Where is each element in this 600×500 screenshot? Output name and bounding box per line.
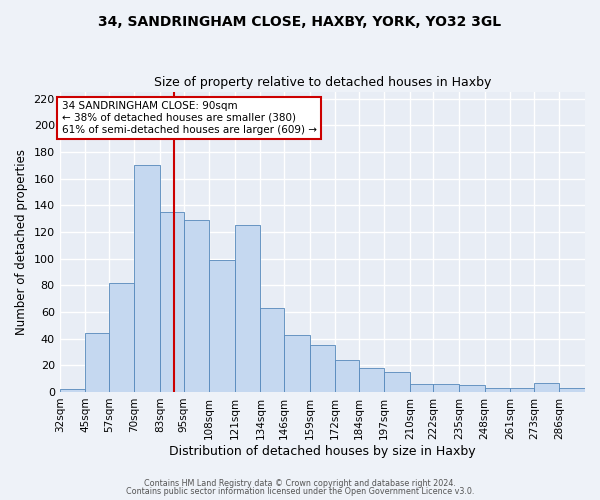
Text: Contains HM Land Registry data © Crown copyright and database right 2024.: Contains HM Land Registry data © Crown c…	[144, 478, 456, 488]
Text: Contains public sector information licensed under the Open Government Licence v3: Contains public sector information licen…	[126, 487, 474, 496]
Bar	[235, 226, 260, 392]
Bar	[410, 384, 433, 392]
Bar	[559, 388, 585, 392]
Bar	[335, 360, 359, 392]
Bar	[310, 346, 335, 392]
Bar	[510, 388, 534, 392]
Bar	[359, 368, 385, 392]
Bar	[85, 334, 109, 392]
Bar	[433, 384, 459, 392]
Bar	[485, 388, 510, 392]
Bar	[284, 334, 310, 392]
Y-axis label: Number of detached properties: Number of detached properties	[15, 149, 28, 335]
Bar	[160, 212, 184, 392]
Title: Size of property relative to detached houses in Haxby: Size of property relative to detached ho…	[154, 76, 491, 90]
Bar	[134, 166, 160, 392]
Text: 34 SANDRINGHAM CLOSE: 90sqm
← 38% of detached houses are smaller (380)
61% of se: 34 SANDRINGHAM CLOSE: 90sqm ← 38% of det…	[62, 102, 317, 134]
Bar	[59, 390, 85, 392]
Bar	[385, 372, 410, 392]
X-axis label: Distribution of detached houses by size in Haxby: Distribution of detached houses by size …	[169, 444, 476, 458]
Bar	[534, 382, 559, 392]
Text: 34, SANDRINGHAM CLOSE, HAXBY, YORK, YO32 3GL: 34, SANDRINGHAM CLOSE, HAXBY, YORK, YO32…	[98, 15, 502, 29]
Bar	[184, 220, 209, 392]
Bar	[260, 308, 284, 392]
Bar	[459, 386, 485, 392]
Bar	[209, 260, 235, 392]
Bar	[109, 282, 134, 392]
